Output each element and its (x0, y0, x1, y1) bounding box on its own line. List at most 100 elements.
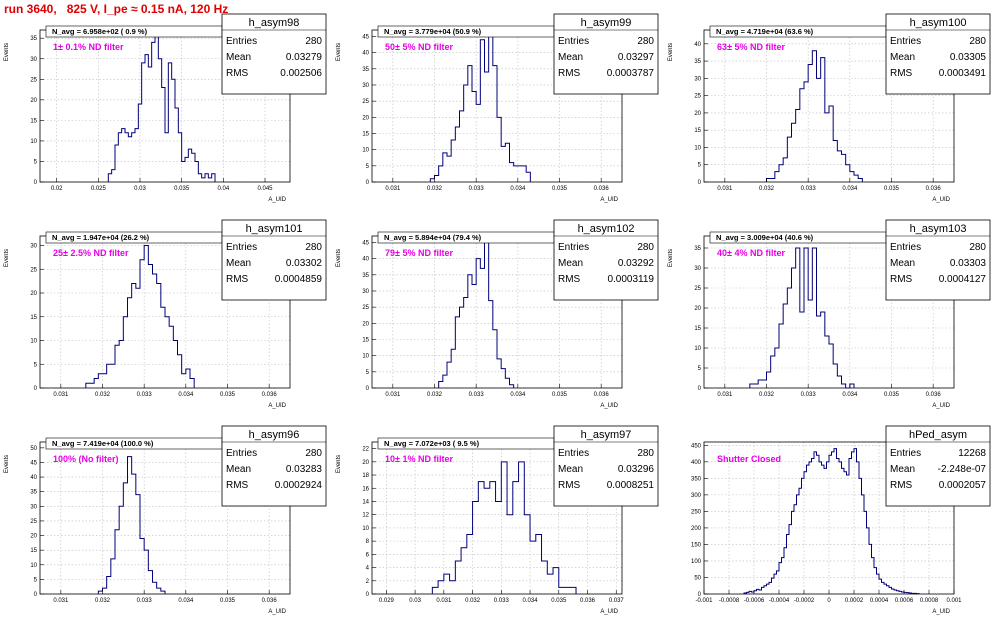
y-tick-label: 22 (362, 447, 369, 453)
x-tick-label: 0.031 (385, 186, 401, 192)
x-tick-label: 0.045 (257, 186, 273, 192)
y-tick-label: 5 (366, 370, 370, 376)
histogram-bin (119, 506, 123, 594)
histogram-bin (123, 483, 127, 594)
histogram-bin (771, 356, 775, 388)
histogram-bin (198, 174, 201, 182)
histogram-bin (132, 474, 136, 594)
stats-label-mean: Mean (226, 258, 251, 269)
stats-value-entries: 280 (305, 448, 322, 459)
histogram-bin (542, 561, 548, 594)
histogram-bin (837, 376, 841, 388)
histogram-bin (832, 452, 835, 594)
histogram-bin (107, 364, 111, 388)
x-tick-label: 0.025 (91, 186, 107, 192)
histogram-bin (443, 375, 447, 388)
histogram-bin (800, 89, 804, 182)
x-axis-label: A_UID (932, 609, 950, 615)
y-tick-label: 40 (362, 257, 369, 263)
histogram-bin (847, 475, 850, 594)
histogram-bin (849, 459, 852, 594)
histogram-bin (144, 550, 148, 594)
histogram-bin (821, 58, 825, 182)
histogram-bin (824, 468, 827, 594)
x-tick-label: 0.032 (427, 186, 443, 192)
x-tick-label: 0.036 (926, 392, 942, 398)
histogram-bin (565, 587, 571, 594)
histogram-bin (902, 592, 905, 594)
histogram-bin (136, 288, 140, 388)
navg-text: N_avg = 5.894e+04 (79.4 %) (384, 233, 482, 242)
x-tick-label: -0.0002 (794, 598, 815, 604)
histogram-bin (779, 324, 783, 388)
y-tick-label: 5 (698, 366, 702, 372)
histogram-bin (570, 587, 576, 594)
x-tick-label: 0.001 (946, 598, 962, 604)
histogram-bin (519, 462, 525, 594)
histogram-bin (145, 55, 148, 182)
x-axis-label: A_UID (268, 609, 286, 615)
histogram-bin (98, 591, 102, 594)
y-tick-label: 25 (30, 267, 37, 273)
histogram-bin (136, 495, 140, 594)
histogram-bin (476, 104, 480, 182)
x-tick-label: 0.03 (409, 598, 421, 604)
x-tick-label: 0.037 (609, 598, 625, 604)
histogram-bin (472, 285, 476, 388)
histogram-bin (480, 268, 484, 388)
histogram-bin (115, 530, 119, 594)
histogram-bin (782, 558, 785, 594)
y-tick-label: 4 (366, 566, 370, 572)
histogram-bin (478, 482, 484, 594)
navg-text: N_avg = 3.779e+04 (50.9 %) (384, 27, 482, 36)
filter-label: 25± 2.5% ND filter (53, 248, 129, 258)
histogram-bin (497, 359, 501, 388)
histogram-bin (869, 544, 872, 594)
histogram-bin (112, 170, 115, 182)
histogram-bin (777, 571, 780, 594)
histogram-bin (771, 179, 775, 182)
stats-value-mean: 0.03283 (286, 464, 323, 475)
x-tick-label: 0.035 (551, 598, 567, 604)
x-tick-label: 0.034 (842, 392, 858, 398)
histogram-bin (808, 65, 812, 182)
y-tick-label: 15 (30, 118, 37, 124)
y-tick-label: 40 (362, 51, 369, 57)
histogram-bin (168, 63, 171, 182)
histogram-bin (439, 382, 443, 388)
y-tick-label: 40 (694, 42, 701, 48)
histogram-bin (460, 111, 464, 182)
y-tick-label: 10 (30, 563, 37, 569)
histogram-bin (882, 582, 885, 594)
stats-value-entries: 280 (969, 36, 986, 47)
histogram-bin (804, 248, 808, 388)
y-tick-label: 50 (30, 446, 37, 452)
histogram-bin (794, 505, 797, 594)
histogram-bin (178, 133, 181, 182)
histogram-bin (783, 158, 787, 182)
x-tick-label: 0.035 (552, 186, 568, 192)
stats-title: h_asym101 (246, 223, 303, 235)
histogram-bin (829, 106, 833, 182)
histogram-bin (153, 582, 157, 594)
histogram-bin (128, 457, 132, 594)
stats-label-mean: Mean (226, 464, 251, 475)
x-tick-label: 0.033 (801, 392, 817, 398)
histogram-bin (485, 72, 489, 182)
histogram-bin (744, 593, 747, 594)
histogram-bin (464, 297, 468, 388)
y-tick-label: 35 (694, 246, 701, 252)
x-tick-label: 0.034 (178, 392, 194, 398)
histogram-bin (892, 589, 895, 594)
histogram-bin (762, 380, 766, 388)
stats-label-entries: Entries (558, 448, 589, 459)
x-tick-label: 0.031 (385, 392, 401, 398)
stats-label-entries: Entries (558, 242, 589, 253)
stats-value-rms: 0.0004859 (275, 274, 323, 285)
histogram-bin (202, 178, 205, 182)
